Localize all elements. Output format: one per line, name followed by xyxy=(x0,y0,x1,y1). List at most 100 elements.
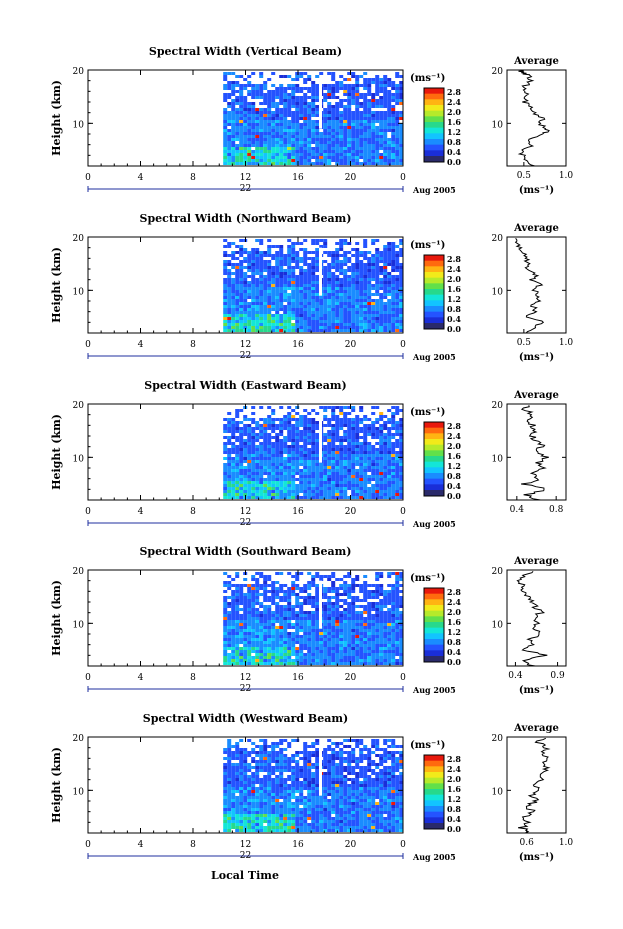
heatmap-cell xyxy=(327,302,332,305)
heatmap-cell xyxy=(327,481,332,484)
heatmap-cell xyxy=(327,320,332,323)
heatmap-cell xyxy=(279,156,284,159)
heatmap-cell xyxy=(271,656,276,659)
heatmap-cell xyxy=(251,323,256,326)
heatmap-cell xyxy=(255,120,260,123)
heatmap-cell xyxy=(395,635,400,638)
heatmap-cell xyxy=(367,478,372,481)
heatmap-cell xyxy=(367,445,372,448)
heatmap-cell xyxy=(367,614,372,617)
heatmap-cell xyxy=(275,469,280,472)
heatmap-cell xyxy=(327,635,332,638)
heatmap-cell xyxy=(375,126,380,129)
heatmap-cell xyxy=(395,141,400,144)
heatmap-cell xyxy=(363,257,368,260)
heatmap-cell xyxy=(399,153,404,156)
heatmap-cell xyxy=(303,614,308,617)
heatmap-cell xyxy=(267,424,272,427)
heatmap-cell xyxy=(319,132,324,135)
heatmap-cell xyxy=(339,484,344,487)
heatmap-cell xyxy=(343,314,348,317)
heatmap-cell xyxy=(287,326,292,329)
heatmap-cell xyxy=(399,451,404,454)
heatmap-cell xyxy=(303,641,308,644)
heatmap-cell xyxy=(375,602,380,605)
heatmap-cell xyxy=(367,144,372,147)
heatmap-cell xyxy=(287,421,292,424)
heatmap-cell xyxy=(343,132,348,135)
heatmap-cell xyxy=(255,650,260,653)
heatmap-cell xyxy=(331,147,336,150)
heatmap-cell xyxy=(243,96,248,99)
heatmap-cell xyxy=(375,320,380,323)
heatmap-cell xyxy=(295,584,300,587)
heatmap-cell xyxy=(279,490,284,493)
heatmap-cell xyxy=(331,626,336,629)
heatmap-cell xyxy=(395,135,400,138)
heatmap-cell xyxy=(299,75,304,78)
heatmap-cell xyxy=(371,469,376,472)
heatmap-cell xyxy=(367,593,372,596)
heatmap-cell xyxy=(315,138,320,141)
heatmap-cell xyxy=(259,644,264,647)
heatmap-cell xyxy=(311,269,316,272)
heatmap-cell xyxy=(299,623,304,626)
heatmap-cell xyxy=(387,481,392,484)
heatmap-cell xyxy=(259,135,264,138)
heatmap-cell xyxy=(271,314,276,317)
heatmap-cell xyxy=(247,326,252,329)
heatmap-cell xyxy=(359,469,364,472)
heatmap-cell xyxy=(311,114,316,117)
heatmap-cell xyxy=(379,427,384,430)
heatmap-cell xyxy=(359,406,364,409)
heatmap-cell xyxy=(287,129,292,132)
heatmap-cell xyxy=(355,323,360,326)
heatmap-cell xyxy=(303,602,308,605)
heatmap-cell xyxy=(267,418,272,421)
heatmap-cell xyxy=(367,442,372,445)
heatmap-cell xyxy=(355,269,360,272)
heatmap-cell xyxy=(271,466,276,469)
heatmap-cell xyxy=(235,75,240,78)
heatmap-cell xyxy=(275,439,280,442)
heatmap-cell xyxy=(251,421,256,424)
heatmap-cell xyxy=(335,611,340,614)
heatmap-cell xyxy=(227,611,232,614)
heatmap-cell xyxy=(291,153,296,156)
heatmap-cell xyxy=(371,111,376,114)
colorbar-swatch xyxy=(424,473,444,480)
heatmap-cell xyxy=(259,90,264,93)
heatmap-cell xyxy=(379,153,384,156)
heatmap-cell xyxy=(267,314,272,317)
heatmap-cell xyxy=(375,135,380,138)
heatmap-cell xyxy=(303,302,308,305)
heatmap-cell xyxy=(255,320,260,323)
heatmap-cell xyxy=(259,490,264,493)
heatmap-cell xyxy=(283,629,288,632)
heatmap-cell xyxy=(327,317,332,320)
heatmap-cell xyxy=(275,153,280,156)
heatmap-cell xyxy=(275,329,280,332)
heatmap-cell xyxy=(331,656,336,659)
heatmap-cell xyxy=(275,590,280,593)
heatmap-cells xyxy=(223,406,404,499)
heatmap-cell xyxy=(299,608,304,611)
colorbar-swatch xyxy=(424,450,444,457)
heatmap-cell xyxy=(263,641,268,644)
heatmap-cell xyxy=(271,150,276,153)
heatmap-cell xyxy=(263,162,268,165)
heatmap-cell xyxy=(231,320,236,323)
heatmap-cell xyxy=(339,302,344,305)
heatmap-cell xyxy=(287,284,292,287)
heatmap-cell xyxy=(351,463,356,466)
heatmap-cell xyxy=(327,156,332,159)
heatmap-cell xyxy=(247,296,252,299)
heatmap-cell xyxy=(323,290,328,293)
heatmap-cell xyxy=(363,463,368,466)
heatmap-cell xyxy=(395,269,400,272)
heatmap-cell xyxy=(375,587,380,590)
heatmap-cell xyxy=(375,93,380,96)
heatmap-cell xyxy=(283,614,288,617)
heatmap-cell xyxy=(355,641,360,644)
heatmap-cell xyxy=(247,284,252,287)
